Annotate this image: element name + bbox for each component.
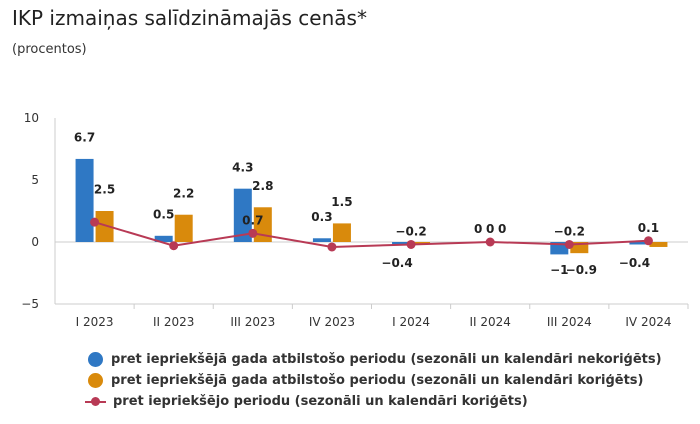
y-tick-label: 0 [31, 235, 39, 249]
data-label: −0.9 [566, 263, 597, 277]
bar [95, 211, 114, 242]
bar [332, 223, 351, 242]
bar [649, 242, 668, 247]
bar [233, 188, 252, 242]
data-label: 2.8 [252, 179, 273, 193]
legend-label: pret iepriekšējo periodu (sezonāli un ka… [113, 394, 528, 409]
x-tick-label: II 2023 [153, 315, 194, 329]
line-point [406, 239, 416, 249]
legend-label: pret iepriekšējā gada atbilstošo periodu… [111, 352, 662, 367]
data-label: 2.5 [94, 183, 115, 197]
legend-label: pret iepriekšējā gada atbilstošo periodu… [111, 373, 644, 388]
legend-marker-blue [88, 352, 103, 367]
data-label: 0.3 [311, 210, 332, 224]
chart-plot: −5 0 5 10 I 2023 II 2023 III 2023 IV 2023 I 2024… [21, 111, 689, 329]
bar [312, 238, 331, 242]
chart-subtitle: (procentos) [12, 42, 87, 57]
data-label: 0.1 [638, 221, 659, 235]
data-label: 6.7 [74, 131, 95, 145]
data-label: 2.2 [173, 186, 194, 200]
x-tick-label: III 2024 [547, 315, 592, 329]
line-point [90, 217, 100, 227]
x-tick-label: IV 2023 [309, 315, 355, 329]
data-label: 0.7 [242, 213, 263, 227]
line-point [169, 241, 179, 251]
x-tick-label: I 2023 [76, 315, 114, 329]
bar [75, 158, 94, 242]
line-point [643, 236, 653, 246]
data-label: −0.4 [619, 256, 650, 270]
line-point [564, 239, 574, 249]
bar [154, 235, 173, 242]
line-point [485, 237, 495, 247]
data-label: 1.5 [331, 195, 352, 209]
x-tick-label: III 2023 [230, 315, 275, 329]
data-label: −0.4 [381, 256, 412, 270]
bar [174, 214, 193, 242]
bar [392, 242, 411, 245]
data-label: −0.2 [554, 224, 585, 238]
x-tick-label: I 2024 [392, 315, 430, 329]
data-label: 0.5 [153, 208, 174, 222]
legend-item-korigets[interactable]: pret iepriekšējā gada atbilstošo periodu… [88, 370, 662, 391]
chart-title: IKP izmaiņas salīdzināmajās cenās* [12, 6, 367, 30]
x-tick-label: II 2024 [469, 315, 510, 329]
data-label: −1 [550, 263, 568, 277]
legend-marker-line [85, 394, 106, 409]
legend-item-iepriekseja-perioda[interactable]: pret iepriekšējo periodu (sezonāli un ka… [85, 391, 662, 412]
data-label: −0.2 [395, 224, 426, 238]
y-tick-label: 10 [24, 111, 39, 125]
chart-legend: pret iepriekšējā gada atbilstošo periodu… [85, 349, 662, 412]
data-label: 0 [474, 222, 482, 236]
data-label: 0 [486, 222, 494, 236]
legend-marker-orange [88, 373, 103, 388]
y-tick-label: −5 [21, 297, 39, 311]
data-label: 0 [498, 222, 506, 236]
data-label: 4.3 [232, 160, 253, 174]
line-series [94, 221, 649, 248]
bar [629, 242, 648, 245]
bar [570, 242, 589, 254]
line-point [327, 242, 337, 252]
legend-item-nekorigets[interactable]: pret iepriekšējā gada atbilstošo periodu… [88, 349, 662, 370]
y-tick-label: 5 [31, 173, 39, 187]
x-tick-label: IV 2024 [625, 315, 671, 329]
line-point [248, 228, 258, 238]
